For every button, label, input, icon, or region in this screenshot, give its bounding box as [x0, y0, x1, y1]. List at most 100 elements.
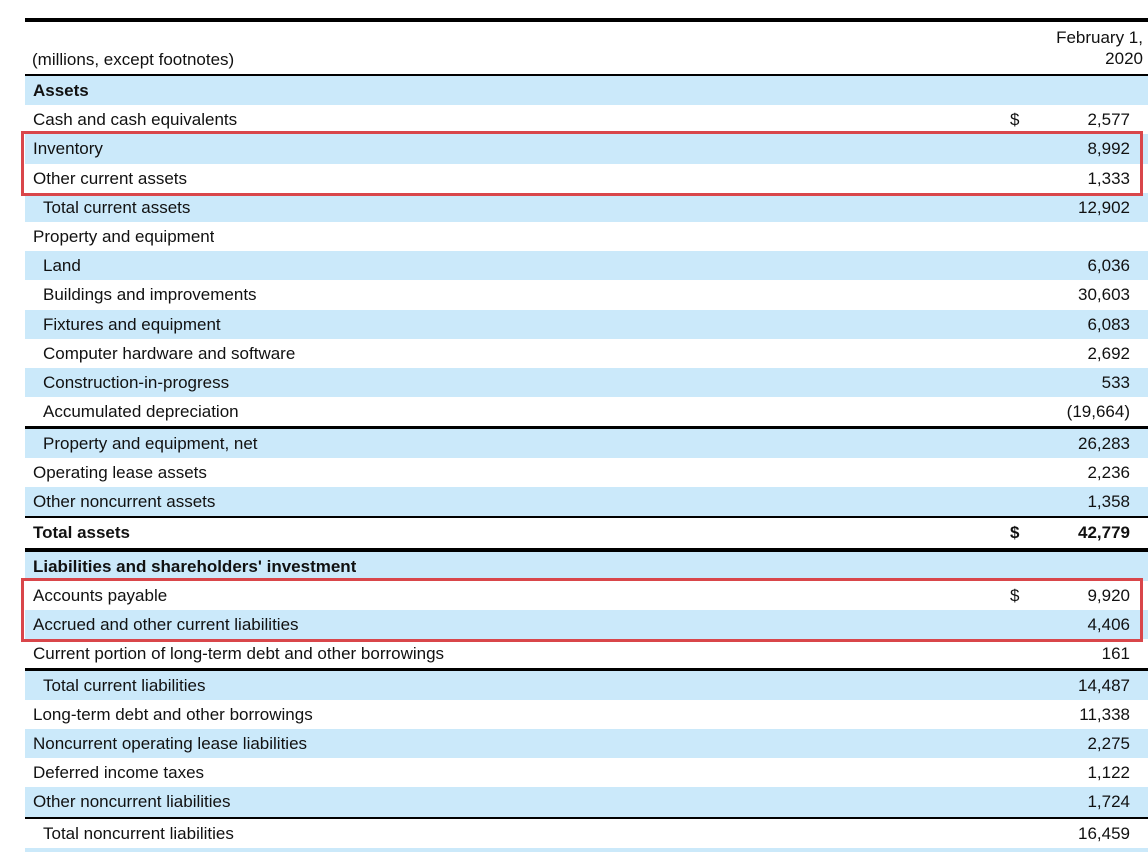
- row-amount: 2,692: [985, 339, 1148, 368]
- table-row: Construction-in-progress 533: [25, 367, 1148, 398]
- row-value: 30,603: [1078, 285, 1130, 305]
- row-label: Computer hardware and software: [43, 343, 296, 363]
- date-line-1: February 1,: [1056, 27, 1143, 47]
- row-label: Property and equipment: [33, 226, 215, 246]
- row-value: 2,236: [1087, 462, 1130, 482]
- row-amount: $9,920: [985, 581, 1148, 610]
- thin-divider-rule: [25, 816, 1148, 819]
- table-row: Total assets $42,779: [25, 518, 1148, 547]
- row-value: (19,664): [1066, 402, 1130, 422]
- row-amount: 6,083: [985, 310, 1148, 339]
- table-row: Current portion of long-term debt and ot…: [25, 639, 1148, 668]
- row-value: 1,724: [1087, 792, 1130, 812]
- row-label: Buildings and improvements: [43, 285, 257, 305]
- row-value: 14,487: [1078, 675, 1130, 695]
- table-row: Total current assets 12,902: [25, 192, 1148, 222]
- table-row: Operating lease assets 2,236: [25, 458, 1148, 487]
- row-amount: 533: [985, 368, 1148, 397]
- row-label: Total assets: [33, 523, 131, 543]
- table-row: Land 6,036: [25, 251, 1148, 281]
- row-label: Fixtures and equipment: [43, 314, 221, 334]
- section-header-row: Assets: [25, 76, 1148, 106]
- table-row: Computer hardware and software 2,692: [25, 339, 1148, 368]
- units-note: (millions, except footnotes): [32, 49, 235, 69]
- row-label: Long-term debt and other borrowings: [33, 704, 313, 724]
- row-label: Deferred income taxes: [33, 763, 205, 783]
- row-value: 8,992: [1087, 139, 1130, 159]
- row-label: Noncurrent operating lease liabilities: [33, 734, 308, 754]
- row-amount: 1,724: [985, 787, 1148, 816]
- row-value: 11,338: [1079, 704, 1130, 724]
- top-rule: [25, 18, 1148, 22]
- row-amount: 6,036: [985, 251, 1148, 280]
- row-label: Other noncurrent assets: [33, 491, 216, 511]
- row-value: 16,459: [1078, 823, 1130, 843]
- row-value: 1,122: [1087, 763, 1130, 783]
- table-row: Accrued and other current liabilities 4,4…: [25, 609, 1148, 640]
- row-value: 533: [1101, 372, 1130, 392]
- row-label: Accrued and other current liabilities: [33, 614, 299, 634]
- table-row: Property and equipment: [25, 222, 1148, 251]
- row-amount: 11,338: [985, 700, 1148, 729]
- row-label: Other noncurrent liabilities: [33, 792, 231, 812]
- row-amount: (19,664): [985, 397, 1148, 426]
- row-amount: 30,603: [985, 280, 1148, 309]
- date-line-2: 2020: [1105, 48, 1143, 68]
- table-row: Property and equipment, net 26,283: [25, 428, 1148, 458]
- table-row: Inventory 8,992: [25, 134, 1148, 164]
- row-value: 2,577: [1087, 110, 1130, 130]
- table-header: (millions, except footnotes) February 1,…: [25, 22, 1148, 74]
- row-label: Total current assets: [43, 197, 191, 217]
- row-value: 9,920: [1087, 585, 1130, 605]
- row-value: 2,275: [1087, 734, 1130, 754]
- row-value: 12,902: [1078, 197, 1130, 217]
- row-amount: 161: [985, 639, 1148, 668]
- column-date-header: February 1, 2020: [1056, 27, 1143, 69]
- table-row: Fixtures and equipment 6,083: [25, 309, 1148, 339]
- table-row: Cash and cash equivalents $2,577: [25, 105, 1148, 134]
- table-row: Accounts payable $9,920: [25, 581, 1148, 610]
- row-label: Other current assets: [33, 168, 188, 188]
- row-amount: 1,122: [985, 758, 1148, 787]
- row-label: Current portion of long-term debt and ot…: [33, 644, 445, 664]
- table-row: Buildings and improvements 30,603: [25, 280, 1148, 309]
- row-label: Assets: [33, 81, 89, 100]
- row-amount: 2,236: [985, 458, 1148, 487]
- row-label: Accounts payable: [33, 585, 168, 605]
- row-label: Accumulated depreciation: [43, 402, 239, 422]
- table-row: [25, 848, 1148, 852]
- row-value: 1,333: [1087, 168, 1130, 188]
- row-value: 26,283: [1078, 433, 1130, 453]
- row-amount: $42,779: [985, 518, 1148, 547]
- row-amount: 26,283: [985, 429, 1148, 458]
- row-amount: 8,992: [985, 134, 1148, 163]
- row-amount: $2,577: [985, 105, 1148, 134]
- row-value: 42,779: [1078, 523, 1130, 543]
- thin-divider-rule: [25, 516, 1148, 519]
- row-value: 4,406: [1087, 614, 1130, 634]
- row-amount: 14,487: [985, 671, 1148, 700]
- row-label: Property and equipment, net: [43, 433, 258, 453]
- row-label: Total noncurrent liabilities: [43, 823, 234, 843]
- table-row: Long-term debt and other borrowings 11,33…: [25, 700, 1148, 729]
- table-row: Noncurrent operating lease liabilities 2,…: [25, 729, 1148, 759]
- row-amount: 16,459: [985, 819, 1148, 848]
- top-margin: [0, 0, 1148, 18]
- row-amount: 12,902: [985, 193, 1148, 222]
- table-row: Total current liabilities 14,487: [25, 670, 1148, 700]
- row-amount: 1,333: [985, 164, 1148, 193]
- thick-divider-rule: [25, 547, 1148, 552]
- row-label: Liabilities and shareholders' investment: [33, 556, 357, 576]
- row-amount: 1,358: [985, 487, 1148, 516]
- dollar-sign: $: [1010, 110, 1020, 130]
- row-label: Construction-in-progress: [43, 372, 230, 392]
- dollar-sign: $: [1010, 523, 1020, 543]
- table-row: Other noncurrent assets 1,358: [25, 486, 1148, 517]
- row-amount: 2,275: [985, 729, 1148, 758]
- table-row: Other current assets 1,333: [25, 164, 1148, 193]
- row-value: 2,692: [1087, 343, 1130, 363]
- dollar-sign: $: [1010, 585, 1020, 605]
- header-rule: [25, 73, 1148, 76]
- table-row: Deferred income taxes 1,122: [25, 758, 1148, 787]
